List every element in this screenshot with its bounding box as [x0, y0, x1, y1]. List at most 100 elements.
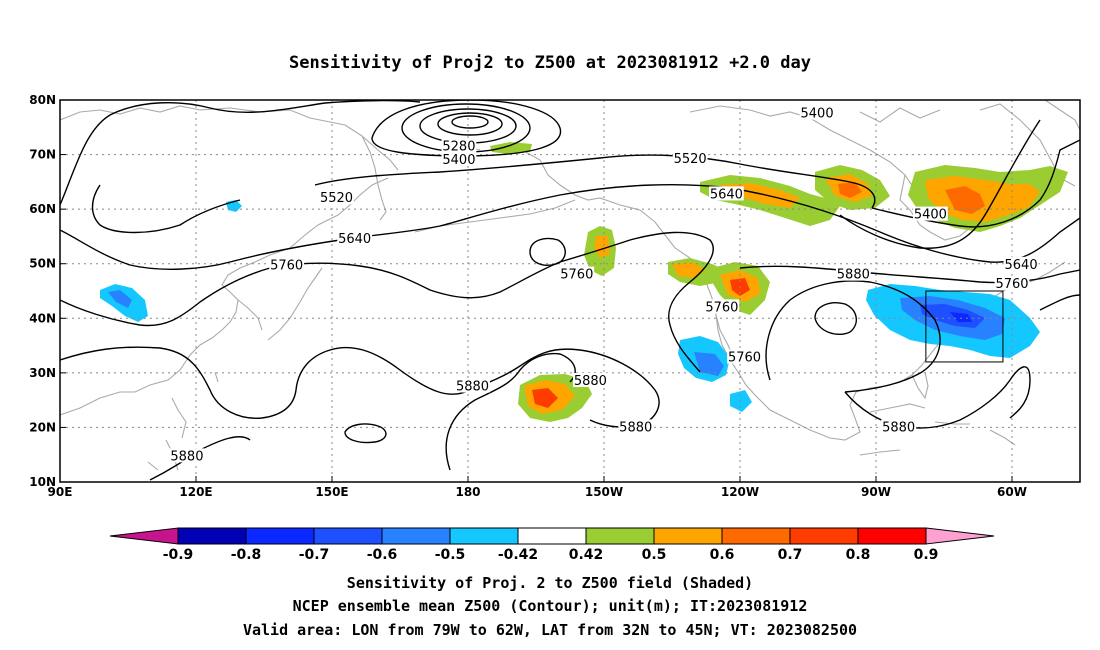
contour-label: 5880	[619, 420, 652, 435]
caption-line-1: Sensitivity of Proj. 2 to Z500 field (Sh…	[347, 574, 753, 592]
contour-label: 5760	[270, 258, 303, 273]
contour-label-bg	[455, 378, 490, 393]
contour-label: 5400	[914, 208, 947, 223]
colorbar-swatch	[381, 527, 451, 545]
contour-label: 5640	[710, 187, 743, 202]
colorbar-swatch	[517, 527, 587, 545]
contour-label-bg	[573, 373, 608, 388]
contour-label-bg	[672, 150, 708, 165]
caption-line-2: NCEP ensemble mean Z500 (Contour); unit(…	[293, 597, 808, 615]
lon-tick-label: 150E	[315, 485, 348, 499]
contour-label-bg	[169, 448, 205, 463]
contour-label-bg	[994, 275, 1030, 290]
map-frame	[59, 99, 1081, 483]
contour-label: 5880	[882, 420, 915, 435]
contour-label-bg	[618, 419, 654, 434]
contour-label-bg	[337, 231, 373, 246]
contour-label-bg	[727, 349, 762, 364]
contour-5760-main	[60, 231, 714, 373]
shade-gulf-alaska-orange	[594, 236, 610, 258]
coastline-kamchatka	[361, 135, 387, 221]
shade-east-us-navy	[950, 312, 972, 322]
shade-baja-blue	[694, 352, 724, 376]
contour-label-bg	[913, 206, 948, 221]
colorbar-label: -0.5	[435, 547, 466, 563]
colorbar-swatch	[857, 527, 927, 545]
contour-label: 5520	[674, 152, 707, 167]
colorbar-low-extend	[109, 527, 179, 545]
contour-5640-upper	[839, 119, 1041, 249]
colorbar-label: -0.42	[498, 547, 538, 563]
shade-bc-orange	[672, 262, 705, 278]
colorbar-high-extend	[925, 527, 995, 545]
shade-bering-green	[490, 142, 532, 154]
lon-tick-label: 90E	[48, 485, 73, 499]
contour-5880-main	[60, 346, 660, 428]
contour-label: 5280	[442, 139, 475, 154]
valid-area-box	[925, 290, 1004, 363]
shade-pacific-w-blue	[108, 290, 132, 308]
colorbar-label: 0.8	[846, 547, 871, 563]
colorbar-label: 0.42	[569, 547, 604, 563]
lon-tick-label: 120W	[721, 485, 759, 499]
lat-tick-label: 40N	[29, 311, 56, 325]
caption-line-3: Valid area: LON from 79W to 62W, LAT fro…	[243, 621, 857, 639]
contour-label-bg	[1003, 256, 1039, 271]
coastline-korea-japan	[237, 267, 323, 341]
lon-tick-label: 120E	[179, 485, 212, 499]
contour-label: 5400	[442, 153, 475, 168]
contour-label: 5880	[170, 449, 203, 464]
contour-label: 5760	[995, 277, 1028, 292]
shade-labrador-orange	[925, 176, 1040, 222]
contour-label: 5520	[320, 191, 353, 206]
contour-label-bg	[441, 152, 477, 167]
lat-tick-label: 60N	[29, 202, 56, 216]
shade-hudson-darkorange	[838, 182, 862, 198]
colorbar-swatch	[449, 527, 519, 545]
colorbar-label: -0.6	[367, 547, 398, 563]
longitude-tick-labels: 90E 120E 150E 180 150W 120W 90W 60W	[48, 476, 1027, 499]
contour-label: 5880	[456, 380, 489, 395]
z500-contours	[60, 100, 1080, 481]
gridlines	[60, 100, 1080, 482]
colorbar-swatch	[721, 527, 791, 545]
lon-tick-label: 180	[455, 485, 480, 499]
contour-label: 5760	[560, 268, 593, 283]
contour-low-center-1	[451, 115, 489, 129]
contour-label-bg	[319, 190, 354, 205]
colorbar-label: -0.7	[299, 547, 330, 563]
coastline-greenland	[1044, 100, 1080, 131]
contour-label-bg	[835, 266, 871, 281]
lat-tick-label: 20N	[29, 420, 56, 434]
lon-tick-label: 150W	[585, 485, 623, 499]
coastline-caribbean	[859, 403, 1016, 456]
contour-label: 5760	[705, 300, 738, 315]
contour-label-bg	[799, 105, 835, 120]
shade-labrador-darkorange	[945, 186, 985, 214]
contour-label-bg	[881, 419, 917, 434]
lat-tick-label: 80N	[29, 93, 56, 107]
contour-label: 5640	[338, 232, 371, 247]
colorbar-swatch	[585, 527, 655, 545]
lon-tick-label: 90W	[861, 485, 891, 499]
contour-5760-low-loop	[529, 237, 566, 266]
plot-title: Sensitivity of Proj2 to Z500 at 20230819…	[289, 53, 811, 73]
colorbar-label: 0.9	[914, 547, 939, 563]
coastline-hudson-bay	[899, 174, 973, 241]
colorbar-label: -0.8	[231, 547, 262, 563]
coastline-florida	[911, 371, 929, 400]
lat-tick-label: 10N	[29, 475, 56, 489]
colorbar-label: 0.5	[642, 547, 667, 563]
contour-label: 5880	[837, 268, 870, 283]
colorbar-swatch	[245, 527, 315, 545]
contour-label-bg	[704, 299, 740, 314]
contour-label-bg	[441, 138, 477, 153]
contour-label-bg	[269, 257, 305, 272]
contour-label-bg	[709, 186, 744, 201]
colorbar-swatch	[313, 527, 383, 545]
contour-label: 5760	[728, 351, 761, 366]
coastline-taiwan-philippines	[147, 371, 219, 471]
